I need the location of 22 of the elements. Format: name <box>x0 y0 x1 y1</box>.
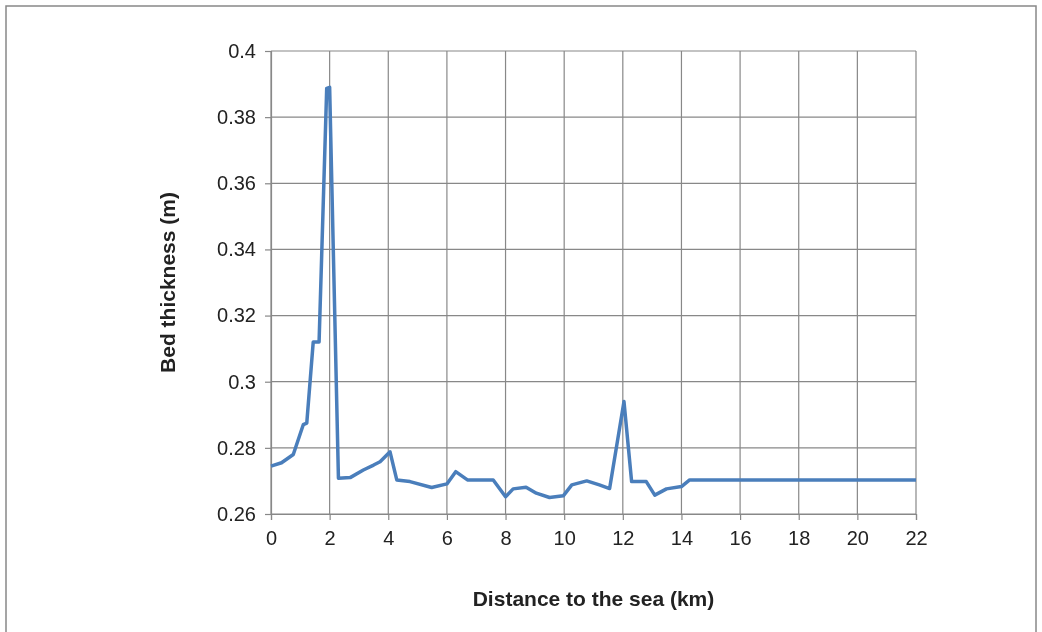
y-tick-label: 0.34 <box>217 238 256 261</box>
x-tick-label: 12 <box>612 527 635 549</box>
y-tick-label: 0.38 <box>217 106 256 129</box>
x-tick-label: 16 <box>729 527 752 549</box>
x-tick-label: 18 <box>788 527 811 549</box>
y-tick-label: 0.36 <box>217 172 256 195</box>
y-tick-label: 0.28 <box>217 436 256 459</box>
x-tick-label: 22 <box>905 527 928 549</box>
x-tick-label: 10 <box>553 527 576 549</box>
x-tick-label: 8 <box>500 527 512 549</box>
y-tick-label: 0.4 <box>228 39 256 62</box>
y-tick-label: 0.3 <box>228 370 256 393</box>
x-tick-label: 0 <box>265 527 278 549</box>
x-tick-label: 4 <box>383 527 395 549</box>
x-axis-title: Distance to the sea (km) <box>472 587 715 610</box>
x-tick-label: 14 <box>670 527 694 549</box>
x-tick-label: 6 <box>441 527 453 549</box>
y-tick-label: 0.26 <box>217 502 256 525</box>
y-tick-label: 0.32 <box>217 304 256 327</box>
y-axis-title: Bed thickness (m) <box>156 192 179 373</box>
x-tick-label: 20 <box>846 527 869 549</box>
x-tick-label: 2 <box>324 527 336 549</box>
